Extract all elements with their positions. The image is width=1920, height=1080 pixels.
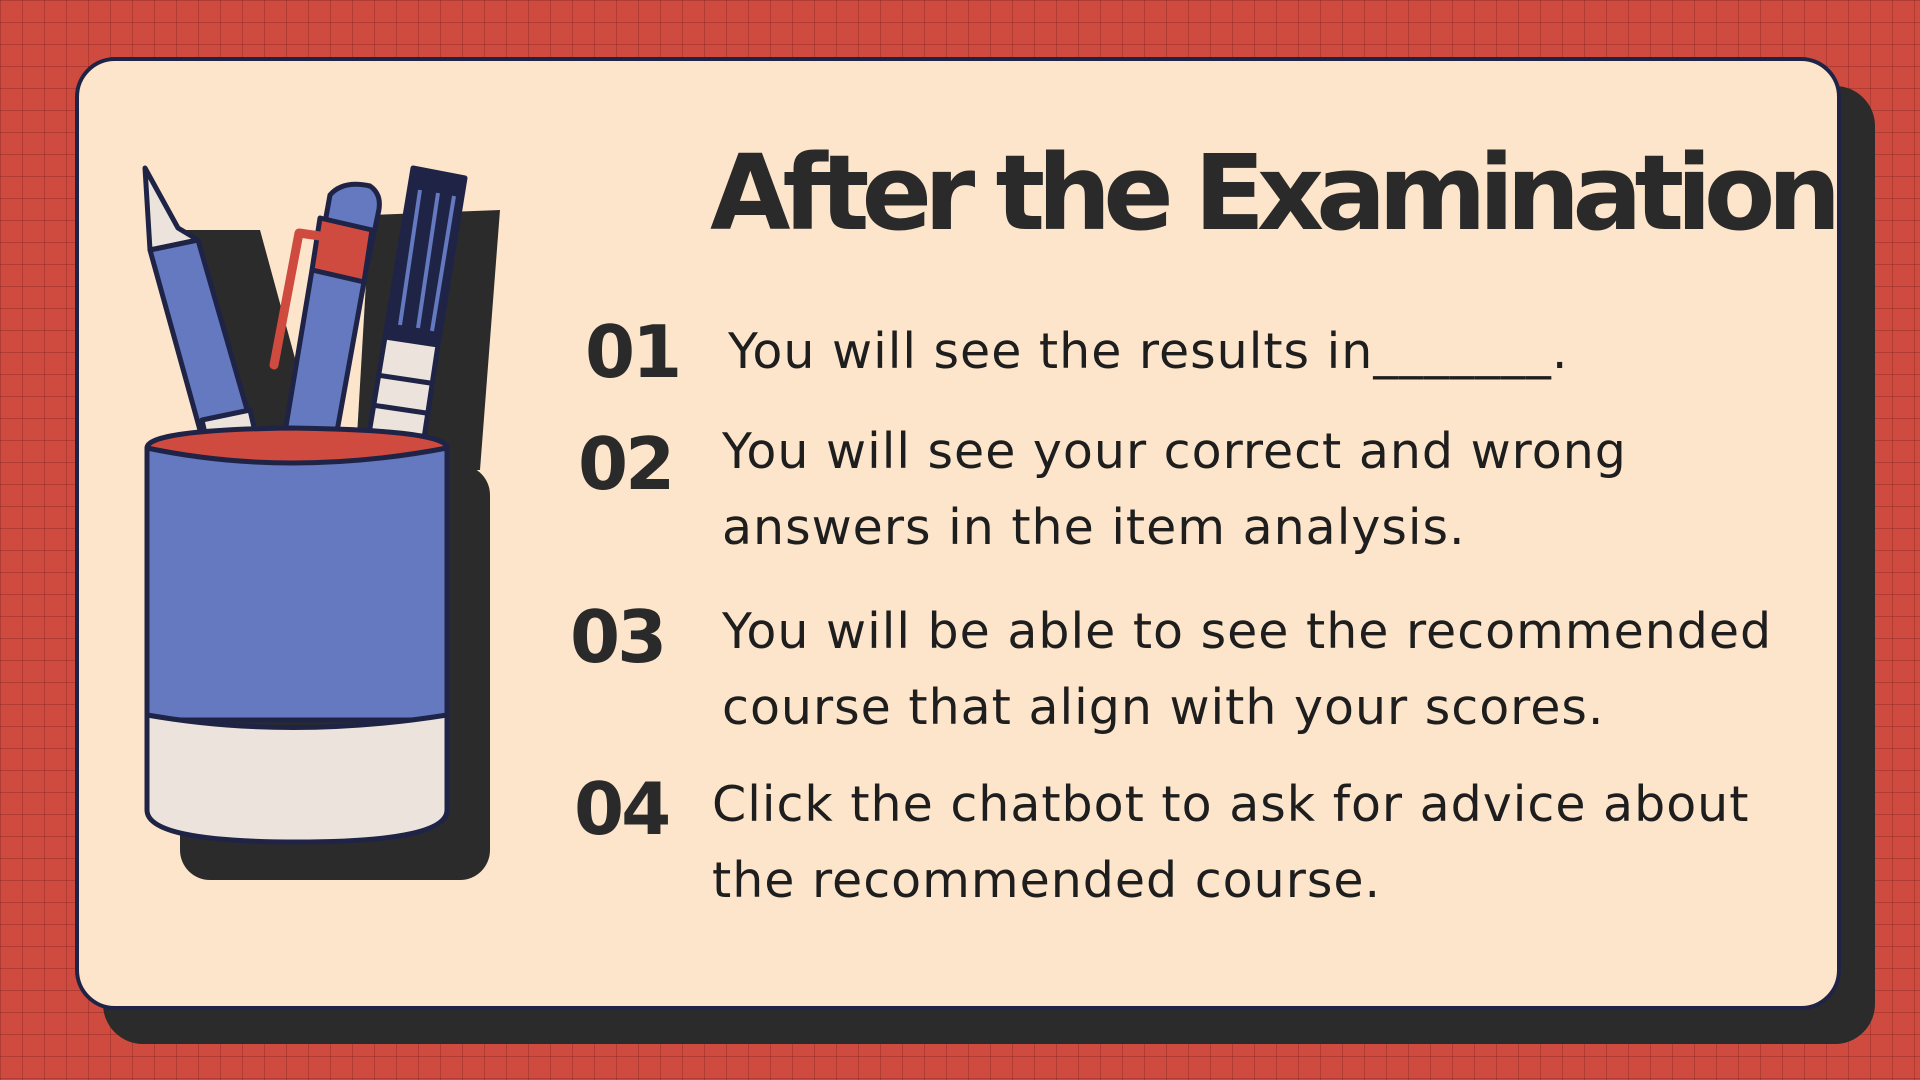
step-number-03: 03 — [570, 595, 667, 679]
step-text-03: You will be able to see the recommended … — [722, 603, 1773, 736]
step-number-04: 04 — [574, 767, 671, 851]
step-text-04: Click the chatbot to ask for advice abou… — [712, 776, 1750, 909]
step-text-01: You will see the results in_______. — [728, 323, 1569, 380]
step-text-02: You will see your correct and wrong answ… — [722, 423, 1627, 556]
step-number-01: 01 — [585, 310, 682, 394]
step-number-02: 02 — [578, 422, 675, 506]
slide-title: After the Examination — [710, 132, 1841, 254]
